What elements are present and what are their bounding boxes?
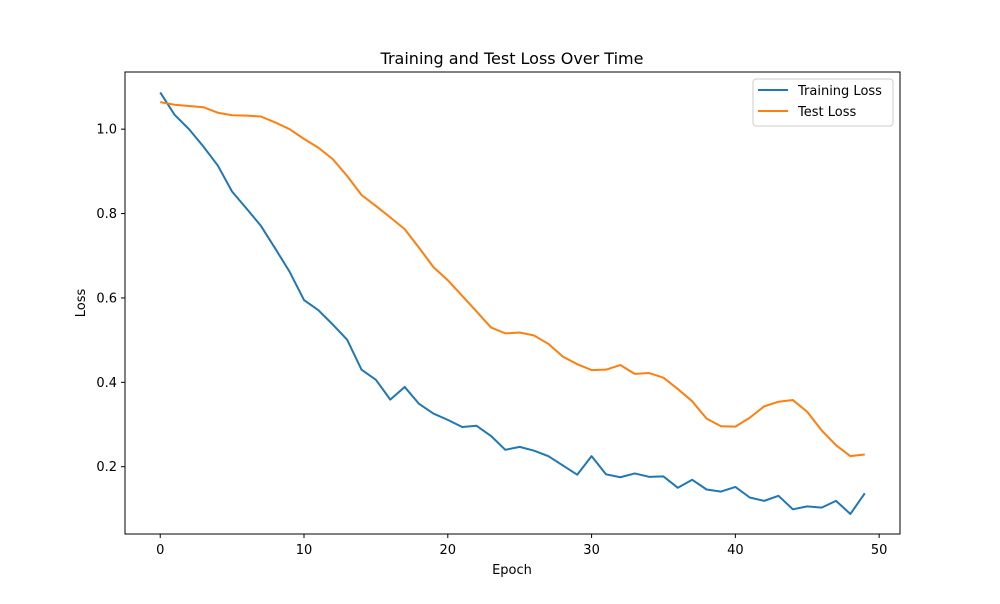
legend-label-test-loss: Test Loss: [797, 105, 856, 120]
x-tick-label: 50: [871, 543, 888, 558]
x-axis-label: Epoch: [492, 563, 532, 578]
y-tick-label: 0.2: [96, 460, 117, 475]
y-axis-label: Loss: [74, 289, 89, 318]
y-tick-label: 1.0: [96, 123, 117, 138]
chart-title: Training and Test Loss Over Time: [380, 49, 644, 68]
plot-frame: [124, 71, 901, 535]
x-tick-label: 10: [296, 543, 313, 558]
legend-label-training-loss: Training Loss: [797, 84, 882, 99]
y-tick-label: 0.8: [96, 207, 117, 222]
x-tick-label: 20: [440, 543, 457, 558]
series-line-test-loss: [160, 101, 865, 458]
y-tick-label: 0.6: [96, 291, 117, 306]
x-tick-label: 30: [583, 543, 600, 558]
x-tick-label: 40: [727, 543, 744, 558]
legend: Training Loss Test Loss: [752, 78, 894, 127]
y-tick-label: 0.4: [96, 376, 117, 391]
plot-area: [124, 71, 901, 535]
series-line-training-loss: [159, 91, 866, 515]
x-tick-label: 0: [156, 543, 164, 558]
series-layer: [159, 91, 866, 515]
x-axis-ticks: 0 10 20 30 40 50: [156, 534, 887, 558]
y-axis-ticks: 0.2 0.4 0.6 0.8 1.0: [96, 123, 125, 475]
